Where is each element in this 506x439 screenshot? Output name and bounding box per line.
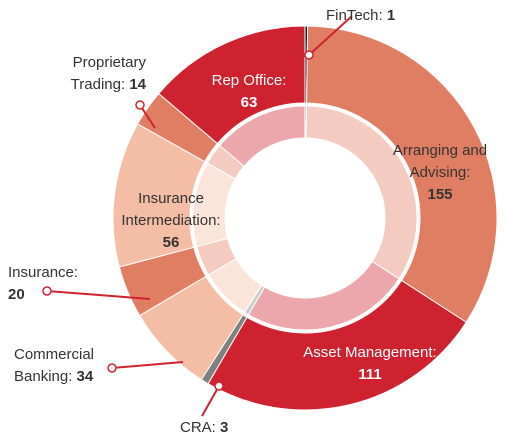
data-label: Rep Office: 63 [203, 70, 295, 114]
segment [158, 25, 306, 145]
data-label: Insurance: 20 [8, 262, 108, 306]
value-label: 14 [129, 76, 146, 93]
category-label: Rep Office: [211, 72, 287, 89]
category-label: Commercial Banking: [14, 346, 95, 385]
value-label: 56 [162, 234, 180, 251]
segment [306, 25, 498, 323]
category-label: Proprietary Trading: [70, 54, 146, 93]
value-label: 111 [358, 366, 382, 383]
leader-dot [214, 381, 224, 391]
data-label: Arranging and Advising: 155 [370, 140, 506, 206]
category-label: Asset Management: [303, 344, 437, 361]
value-label: 155 [427, 186, 453, 203]
category-label: FinTech: [326, 7, 383, 24]
data-label: Proprietary Trading: 14 [40, 52, 146, 96]
value-label: 1 [386, 7, 396, 24]
leader-dot [42, 286, 52, 296]
leader-dot [304, 50, 314, 60]
inner-segment [305, 105, 418, 280]
value-label: 34 [76, 368, 94, 385]
data-label: Asset Management: 111 [300, 342, 440, 386]
value-label: 20 [8, 286, 25, 303]
leader-dot [107, 363, 117, 373]
leader-line [308, 15, 353, 56]
category-label: CRA: [180, 419, 216, 436]
category-label: Insurance: [8, 264, 79, 281]
data-label: Insurance Intermediation: 56 [96, 188, 246, 254]
leader-dot [135, 100, 145, 110]
data-label: Commercial Banking: 34 [14, 344, 114, 388]
data-label: CRA: 3 [180, 417, 260, 439]
leader-line [111, 361, 184, 369]
category-label: Arranging and Advising: [392, 142, 488, 181]
inner-segment [218, 105, 306, 167]
leader-line [201, 385, 220, 417]
value-label: 63 [240, 94, 258, 111]
category-label: Insurance Intermediation: [121, 190, 221, 229]
data-label: FinTech: 1 [326, 5, 446, 27]
leader-line [46, 290, 151, 300]
value-label: 3 [220, 419, 229, 436]
